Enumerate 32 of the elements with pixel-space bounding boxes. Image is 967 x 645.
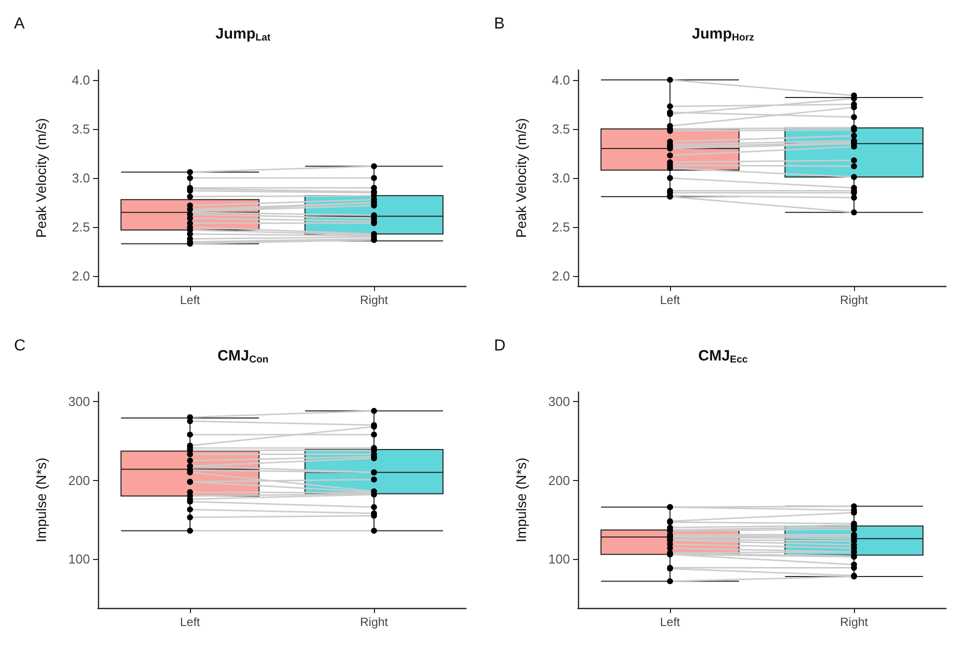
y-tick-label: 2.5 — [72, 220, 90, 235]
y-tick-label: 200 — [68, 472, 90, 488]
text: A — [14, 16, 25, 32]
y-tick-label: 2.5 — [552, 220, 570, 235]
y-tick-label: 300 — [68, 394, 90, 409]
x-tick-label: Right — [840, 293, 869, 307]
x-tick-label: Right — [360, 615, 389, 629]
x-tick-label: Left — [660, 615, 681, 629]
y-tick-label: 4.0 — [552, 72, 570, 88]
x-tick-label: Left — [180, 293, 201, 307]
y-tick-label: 3.0 — [552, 170, 570, 186]
text: D — [494, 338, 506, 354]
y-axis-title: Impulse (N*s) — [513, 458, 529, 542]
y-tick-label: 2.0 — [552, 268, 570, 284]
x-tick-label: Right — [360, 293, 389, 307]
text: B — [494, 16, 505, 32]
x-tick-label: Left — [180, 615, 201, 629]
y-tick-label: 3.0 — [72, 170, 90, 186]
y-axis-title: Impulse (N*s) — [33, 458, 49, 542]
y-axis-title: Peak Velocity (m/s) — [513, 118, 529, 238]
x-tick-label: Left — [660, 293, 681, 307]
text: C — [14, 338, 26, 354]
y-tick-label: 4.0 — [72, 72, 90, 88]
y-tick-label: 200 — [548, 472, 570, 488]
y-tick-label: 3.5 — [552, 121, 570, 136]
y-tick-label: 3.5 — [72, 121, 90, 136]
y-tick-label: 100 — [68, 552, 90, 567]
y-tick-label: 100 — [548, 552, 570, 567]
y-tick-label: 300 — [548, 394, 570, 409]
x-tick-label: Right — [840, 615, 869, 629]
y-tick-label: 2.0 — [72, 268, 90, 284]
y-axis-title: Peak Velocity (m/s) — [33, 118, 49, 238]
